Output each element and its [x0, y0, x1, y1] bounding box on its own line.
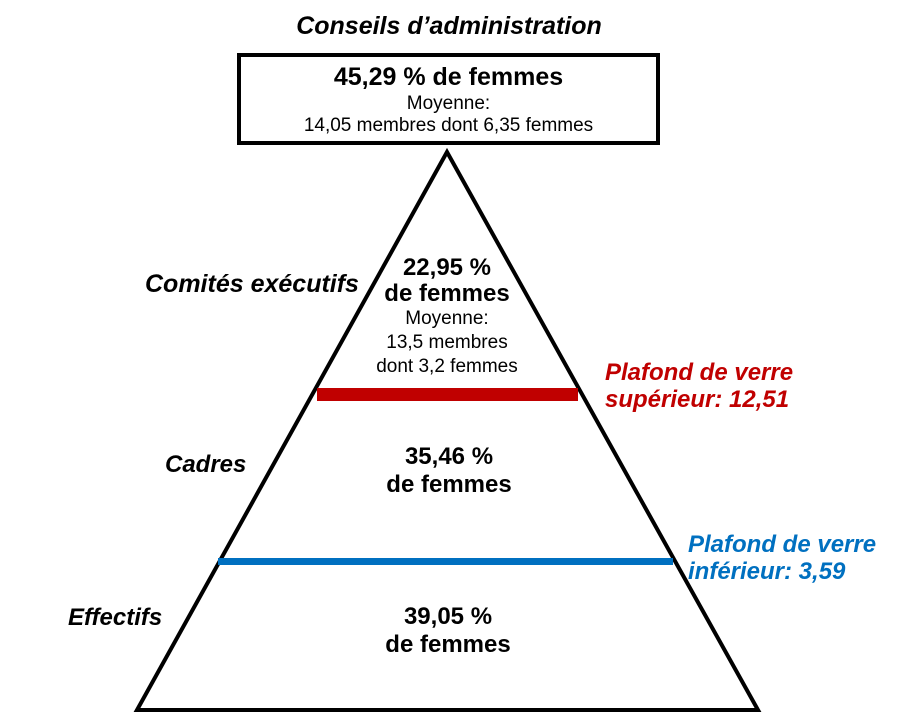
lower-ceiling-label-line2: inférieur: 3,59 [688, 558, 846, 585]
diagram-title: Conseils d’administration [296, 12, 602, 40]
level-exec-stats: 22,95 % de femmes Moyenne: 13,5 membres … [376, 255, 518, 379]
level-effectifs-percent-suffix: de femmes [385, 631, 511, 658]
level-effectifs-stats: 39,05 % de femmes [385, 603, 510, 659]
level-cadres-percent: 35,46 % [404, 443, 494, 470]
lower-glass-ceiling-line [218, 558, 673, 565]
upper-glass-ceiling-bar [317, 388, 578, 401]
level-label-effectifs: Effectifs [68, 604, 163, 631]
upper-ceiling-label-line1: Plafond de verre [605, 359, 794, 386]
level-effectifs-percent: 39,05 % [403, 603, 493, 630]
lower-ceiling-label-line1: Plafond de verre [688, 531, 877, 558]
level-cadres-percent-suffix: de femmes [386, 471, 512, 498]
level-exec-average-label: Moyenne: [405, 308, 489, 329]
board-average-detail: 14,05 membres dont 6,35 femmes [303, 115, 594, 136]
level-label-comites: Comités exécutifs [145, 270, 359, 298]
pyramid-outline [133, 147, 762, 712]
level-exec-percent-suffix: de femmes [384, 280, 510, 307]
level-label-cadres: Cadres [165, 451, 247, 478]
level-cadres-stats: 35,46 % de femmes [386, 443, 511, 499]
board-average-label: Moyenne: [406, 93, 491, 114]
level-exec-percent: 22,95 % [402, 254, 492, 281]
upper-ceiling-label-line2: supérieur: 12,51 [605, 386, 790, 413]
lower-ceiling-label: Plafond de verre inférieur: 3,59 [688, 531, 876, 585]
board-box: 45,29 % de femmes Moyenne: 14,05 membres… [237, 53, 660, 145]
board-percent: 45,29 % de femmes [333, 63, 564, 91]
level-exec-average-line1: 13,5 membres [386, 332, 508, 353]
level-exec-average-line2: dont 3,2 femmes [376, 356, 518, 377]
upper-ceiling-label: Plafond de verre supérieur: 12,51 [605, 359, 793, 413]
